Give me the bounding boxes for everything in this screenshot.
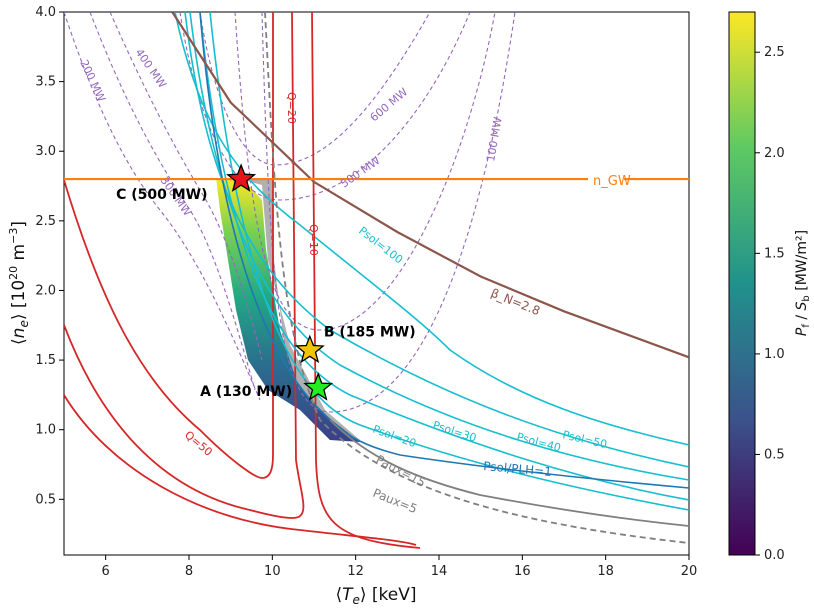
psol-plh <box>199 12 689 489</box>
operating-point-star <box>226 163 257 192</box>
y-tick-label: 1.0 <box>35 423 56 438</box>
y-tick-label: 0.5 <box>35 492 56 507</box>
label-psol-plh: Psol/PLH=1 <box>483 459 553 479</box>
colorbar-tick-label: 2.0 <box>764 146 785 161</box>
x-axis-label: ⟨Te⟩ [keV] <box>335 585 416 607</box>
colorbar <box>728 11 756 556</box>
contour-500mw <box>179 12 471 201</box>
colorbar-tick-label: 0.0 <box>764 548 785 563</box>
operating-point-label: C (500 MW) <box>116 187 207 203</box>
colorbar-label: Pf / Sb [MW/m²] <box>794 230 812 336</box>
gw-label-bg <box>588 170 624 188</box>
x-tick-label: 10 <box>264 564 281 579</box>
contour-100mw <box>261 12 516 413</box>
y-tick-label: 3.5 <box>35 75 56 90</box>
x-tick-label: 6 <box>102 564 110 579</box>
contour-200mw <box>64 12 261 401</box>
paux-contours <box>264 12 689 544</box>
label-ngw: n_GW <box>593 174 631 189</box>
y-axis-label: ⟨ne⟩ [1020 m−3] <box>7 221 31 345</box>
q-contour-50 <box>64 12 274 479</box>
beta-limit-line <box>171 12 689 359</box>
label-q10: Q=10 <box>307 224 320 256</box>
psol-30 <box>199 12 689 501</box>
psol-20 <box>209 12 689 511</box>
x-tick-label: 18 <box>597 564 614 579</box>
colorbar-tick-label: 1.5 <box>764 246 785 261</box>
label-q20: Q=20 <box>285 92 298 124</box>
paux-5 <box>264 12 689 544</box>
q-contours <box>64 12 421 549</box>
colorbar-tick-label: 1.0 <box>764 347 785 362</box>
y-tick-label: 3.0 <box>35 144 56 159</box>
contour-layer <box>64 12 689 549</box>
contour-150mw <box>234 12 496 331</box>
contour-400mw <box>109 12 263 361</box>
colorbar-tick-label: 2.5 <box>764 45 785 60</box>
x-tick-label: 20 <box>681 564 698 579</box>
operating-point-star <box>303 372 334 401</box>
x-axis: 6 8 10 12 14 16 18 20 <box>102 555 698 579</box>
y-tick-label: 2.5 <box>35 214 56 229</box>
q-contour-20 <box>64 12 305 519</box>
operating-point-label: B (185 MW) <box>324 324 416 340</box>
contour-300mw <box>89 12 256 391</box>
psol-contours <box>174 12 689 511</box>
y-tick-label: 1.5 <box>35 353 56 368</box>
colorbar-tick-label: 0.5 <box>764 447 785 462</box>
y-tick-label: 2.0 <box>35 283 56 298</box>
x-tick-label: 14 <box>431 564 448 579</box>
y-axis: 0.5 1.0 1.5 2.0 2.5 3.0 3.5 4.0 <box>35 5 64 507</box>
paux-15 <box>329 419 689 527</box>
operating-points: A (130 MW) B (185 MW) C (500 MW) <box>116 163 416 401</box>
y-tick-label: 4.0 <box>35 5 56 20</box>
colorbar-ticks: 0.0 0.5 1.0 1.5 2.0 2.5 <box>755 45 785 563</box>
psol-50 <box>184 12 689 468</box>
operating-point-star <box>294 334 325 364</box>
plot-area <box>63 11 690 556</box>
psol-100 <box>174 12 689 446</box>
q-contour-10 <box>311 12 421 549</box>
x-tick-label: 12 <box>347 564 364 579</box>
q-contour-20b <box>64 394 417 546</box>
operating-point-label: A (130 MW) <box>200 384 292 400</box>
x-tick-label: 16 <box>514 564 531 579</box>
x-tick-label: 8 <box>185 564 193 579</box>
